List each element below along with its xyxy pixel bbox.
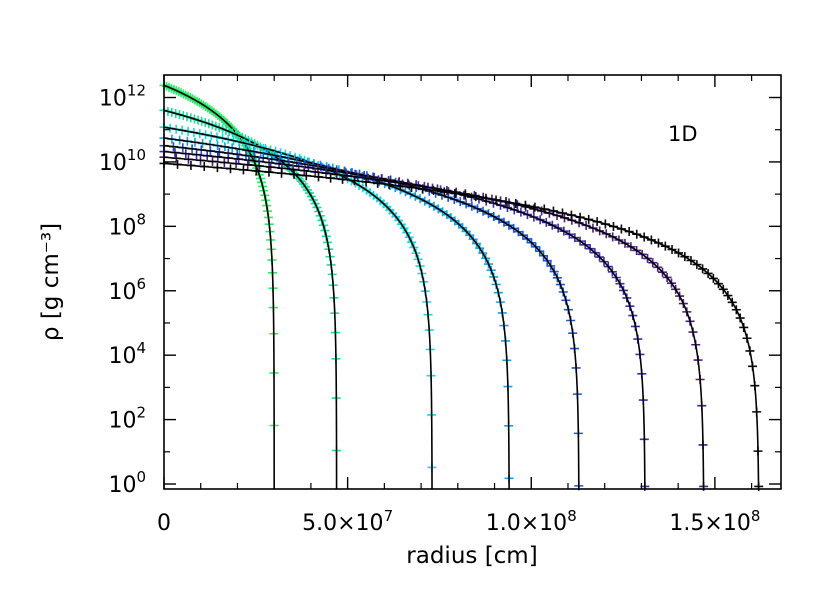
series-1-model-line (163, 84, 275, 490)
plot-frame (163, 74, 782, 490)
y-tick-label: 1010 (99, 146, 146, 176)
y-tick-label: 102 (108, 404, 146, 434)
x-axis-title: radius [cm] (406, 543, 537, 569)
series-6-model-line (163, 150, 646, 490)
y-tick-label: 108 (108, 210, 146, 240)
y-axis-title: ρ [g cm⁻³] (38, 223, 64, 341)
series-2-model-line (163, 109, 338, 490)
ticks-layer: 0 5.0×107 1.0×108 1.5×108 100 102 104 106 108 101… (99, 75, 781, 536)
y-tick-label: 1012 (99, 82, 146, 112)
x-tick-label: 5.0×107 (302, 507, 393, 536)
series-4-model-line (163, 137, 510, 490)
series-8-model-line (163, 162, 760, 490)
x-tick-label: 0 (157, 511, 171, 536)
series-3-model-line (163, 126, 433, 490)
series-layer (159, 80, 764, 491)
series-3 (159, 122, 437, 490)
series-5-model-line (163, 144, 580, 490)
panel-annotation: 1D (668, 122, 698, 146)
x-tick-label: 1.5×108 (669, 507, 760, 536)
series-8 (159, 158, 764, 491)
y-tick-label: 104 (108, 339, 146, 369)
y-tick-label: 100 (108, 468, 146, 498)
y-tick-label: 106 (108, 275, 146, 305)
series-6 (159, 147, 650, 491)
series-1 (159, 80, 279, 490)
x-tick-label: 1.0×108 (486, 507, 577, 536)
